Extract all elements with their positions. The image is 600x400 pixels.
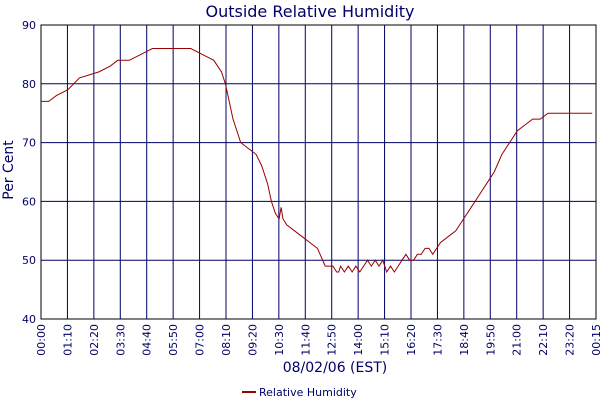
- x-tick-label: 14:00: [352, 324, 365, 356]
- y-tick-label: 70: [22, 137, 36, 150]
- plot-area: [40, 24, 597, 320]
- legend-label: Relative Humidity: [259, 386, 357, 399]
- y-tick-label: 90: [22, 19, 36, 32]
- x-tick-label: 08:10: [220, 324, 233, 356]
- x-tick-label: 10:30: [273, 324, 286, 356]
- x-tick-label: 21:00: [511, 324, 524, 356]
- x-tick-label: 12:50: [326, 324, 339, 356]
- y-tick-labels: 40 50 60 70 80 90: [22, 19, 36, 326]
- x-tick-label: 02:20: [88, 324, 101, 356]
- y-tick-label: 50: [22, 254, 36, 267]
- x-tick-label: 17:30: [431, 324, 444, 356]
- x-tick-label: 01:10: [61, 324, 74, 356]
- legend: Relative Humidity: [242, 386, 357, 399]
- chart-title: Outside Relative Humidity: [205, 2, 414, 21]
- y-tick-label: 80: [22, 78, 36, 91]
- x-tick-label: 05:50: [167, 324, 180, 356]
- x-tick-label: 18:40: [458, 324, 471, 356]
- x-tick-label: 11:40: [299, 324, 312, 356]
- x-tick-label: 22:10: [537, 324, 550, 356]
- series-line-relative-humidity: [41, 48, 593, 274]
- x-tick-labels: 00:00 01:10 02:20 03:30 04:40 05:50 07:00 08:10…: [35, 324, 600, 356]
- grid-lines: [41, 25, 596, 319]
- x-tick-label: 09:20: [246, 324, 259, 356]
- y-tick-label: 40: [22, 313, 36, 326]
- x-tick-label: 16:20: [405, 324, 418, 356]
- x-tick-label: 00:15: [590, 324, 600, 356]
- x-tick-label: 03:30: [114, 324, 127, 356]
- x-tick-label: 23:20: [564, 324, 577, 356]
- x-tick-label: 19:50: [484, 324, 497, 356]
- x-tick-label: 00:00: [35, 324, 48, 356]
- y-axis-label: Per Cent: [1, 140, 17, 200]
- x-axis-label: 08/02/06 (EST): [283, 360, 388, 376]
- x-tick-label: 04:40: [141, 324, 154, 356]
- x-tick-label: 07:00: [194, 324, 207, 356]
- x-tick-label: 15:10: [379, 324, 392, 356]
- y-tick-label: 60: [22, 195, 36, 208]
